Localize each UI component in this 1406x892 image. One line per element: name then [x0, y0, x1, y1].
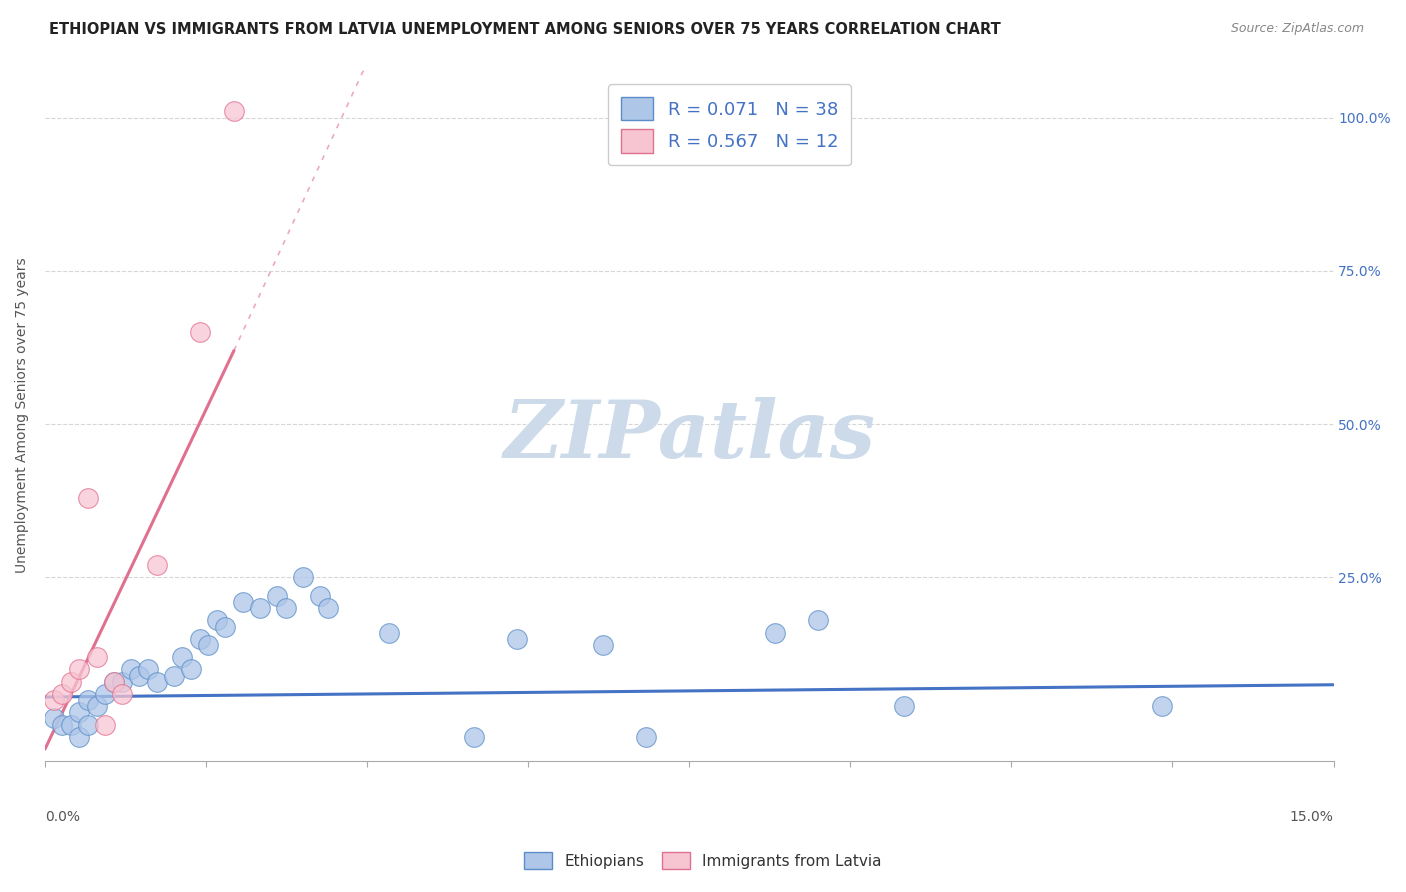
- Point: [77, 693, 100, 707]
- Point: [86, 699, 108, 714]
- Point: [893, 699, 915, 714]
- Point: [163, 668, 186, 682]
- Point: [506, 632, 529, 646]
- Point: [180, 662, 202, 676]
- Point: [274, 601, 297, 615]
- Text: Source: ZipAtlas.com: Source: ZipAtlas.com: [1230, 22, 1364, 36]
- Point: [51, 717, 73, 731]
- Point: [51, 687, 73, 701]
- Text: 15.0%: 15.0%: [1289, 810, 1333, 824]
- Point: [145, 674, 167, 689]
- Point: [111, 674, 134, 689]
- Point: [67, 730, 90, 744]
- Point: [42, 693, 65, 707]
- Point: [86, 650, 108, 665]
- Point: [120, 662, 142, 676]
- Text: ZIPatlas: ZIPatlas: [503, 397, 876, 475]
- Point: [103, 674, 125, 689]
- Point: [232, 595, 254, 609]
- Point: [59, 674, 82, 689]
- Point: [111, 687, 134, 701]
- Point: [214, 619, 236, 633]
- Legend: Ethiopians, Immigrants from Latvia: Ethiopians, Immigrants from Latvia: [519, 846, 887, 875]
- Point: [77, 717, 100, 731]
- Point: [1150, 699, 1173, 714]
- Point: [197, 638, 219, 652]
- Point: [94, 687, 117, 701]
- Point: [636, 730, 658, 744]
- Point: [94, 717, 117, 731]
- Point: [205, 613, 228, 627]
- Point: [77, 491, 100, 505]
- Legend: R = 0.071   N = 38, R = 0.567   N = 12: R = 0.071 N = 38, R = 0.567 N = 12: [607, 85, 851, 165]
- Point: [136, 662, 159, 676]
- Text: ETHIOPIAN VS IMMIGRANTS FROM LATVIA UNEMPLOYMENT AMONG SENIORS OVER 75 YEARS COR: ETHIOPIAN VS IMMIGRANTS FROM LATVIA UNEM…: [49, 22, 1001, 37]
- Y-axis label: Unemployment Among Seniors over 75 years: Unemployment Among Seniors over 75 years: [15, 257, 30, 573]
- Point: [172, 650, 194, 665]
- Point: [592, 638, 614, 652]
- Point: [249, 601, 271, 615]
- Point: [67, 706, 90, 720]
- Point: [128, 668, 150, 682]
- Point: [42, 711, 65, 725]
- Point: [463, 730, 485, 744]
- Point: [145, 558, 167, 573]
- Point: [266, 589, 288, 603]
- Point: [308, 589, 330, 603]
- Point: [807, 613, 830, 627]
- Point: [318, 601, 340, 615]
- Point: [188, 632, 211, 646]
- Point: [222, 104, 245, 119]
- Point: [67, 662, 90, 676]
- Point: [188, 325, 211, 339]
- Text: 0.0%: 0.0%: [45, 810, 80, 824]
- Point: [377, 625, 399, 640]
- Point: [763, 625, 786, 640]
- Point: [291, 570, 314, 584]
- Point: [59, 717, 82, 731]
- Point: [103, 674, 125, 689]
